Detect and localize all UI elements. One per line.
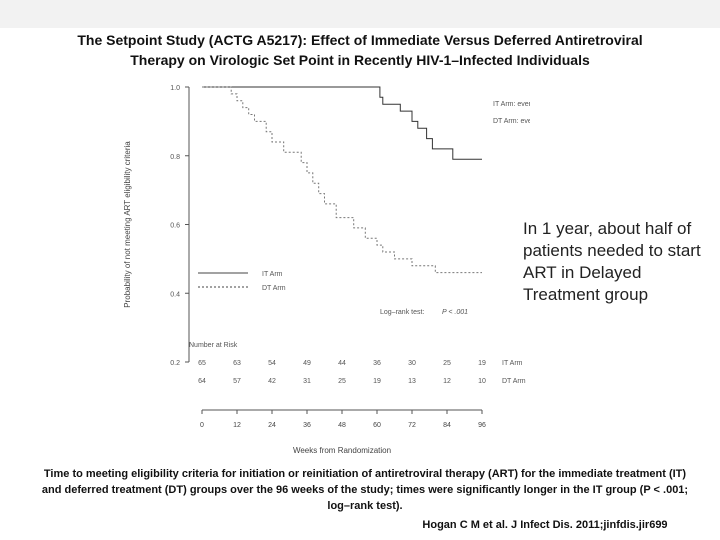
- risk-table-title: Number at Risk: [189, 342, 238, 349]
- x-tick-label: 60: [373, 422, 381, 429]
- logrank-value: P < .001: [442, 309, 468, 316]
- y-tick-label: 0.8: [170, 154, 180, 161]
- risk-table-cell: 19: [373, 378, 381, 385]
- inner-legend-label: IT Arm: [262, 271, 283, 278]
- annotation-note: In 1 year, about half of patients needed…: [523, 219, 701, 304]
- x-tick-label: 48: [338, 422, 346, 429]
- risk-table-cell: 25: [443, 360, 451, 367]
- x-tick-label: 72: [408, 422, 416, 429]
- x-tick-label: 0: [200, 422, 204, 429]
- x-tick-label: 12: [233, 422, 241, 429]
- y-tick-label: 0.6: [170, 223, 180, 230]
- top-bar: [0, 0, 720, 28]
- risk-table-cell: 13: [408, 378, 416, 385]
- risk-table-cell: 36: [373, 360, 381, 367]
- axes: 0.2 0.4 0.6 0.8 1.0 Probability of not meetin…: [123, 85, 486, 455]
- risk-table-row-label: IT Arm: [502, 360, 523, 367]
- title-line-1: The Setpoint Study (ACTG A5217): Effect …: [77, 32, 643, 48]
- curves: [202, 86, 482, 274]
- risk-table-cell: 19: [478, 360, 486, 367]
- y-axis-label: Probability of not meeting ART eligibili…: [123, 141, 132, 308]
- dt-arm-curve: [202, 86, 482, 274]
- risk-table-cell: 10: [478, 378, 486, 385]
- x-tick-label: 36: [303, 422, 311, 429]
- risk-table-cell: 64: [198, 378, 206, 385]
- risk-table-cell: 49: [303, 360, 311, 367]
- x-tick-label: 96: [478, 422, 486, 429]
- slide-title: The Setpoint Study (ACTG A5217): Effect …: [20, 30, 700, 70]
- it-arm-curve: [202, 86, 482, 160]
- risk-table-cell: 12: [443, 378, 451, 385]
- risk-table-cell: 63: [233, 360, 241, 367]
- y-tick-label: 1.0: [170, 85, 180, 92]
- y-tick-label: 0.4: [170, 291, 180, 298]
- x-tick-label: 84: [443, 422, 451, 429]
- risk-table-cell: 30: [408, 360, 416, 367]
- x-tick-label: 24: [268, 422, 276, 429]
- citation: Hogan C M et al. J Infect Dis. 2011;jinf…: [422, 519, 668, 531]
- risk-table-cell: 54: [268, 360, 276, 367]
- risk-table-cell: 65: [198, 360, 206, 367]
- risk-table-row-label: DT Arm: [502, 378, 526, 385]
- legend-events-label: IT Arm: events (n = 7): [493, 101, 530, 108]
- inner-legend-label: DT Arm: [262, 285, 286, 292]
- risk-table-cell: 42: [268, 378, 276, 385]
- risk-table-cell: 57: [233, 378, 241, 385]
- x-axis-label: Weeks from Randomization: [293, 446, 391, 455]
- logrank-label: Log–rank test:: [380, 309, 424, 316]
- y-tick-label: 0.2: [170, 360, 180, 367]
- legend-events-label: DT Arm: events (n = 23): [493, 118, 530, 125]
- risk-table: Number at Risk 65 63 54 49 44 36 30 25 19 IT Arm 64…: [189, 342, 526, 385]
- title-line-2: Therapy on Virologic Set Point in Recent…: [130, 52, 590, 68]
- legends: IT Arm: events (n = 7) DT Arm: events (n …: [198, 101, 530, 316]
- figure-caption: Time to meeting eligibility criteria for…: [41, 468, 689, 512]
- risk-table-cell: 31: [303, 378, 311, 385]
- risk-table-cell: 25: [338, 378, 346, 385]
- kaplan-meier-chart: 0.2 0.4 0.6 0.8 1.0 Probability of not meetin…: [123, 85, 530, 455]
- risk-table-cell: 44: [338, 360, 346, 367]
